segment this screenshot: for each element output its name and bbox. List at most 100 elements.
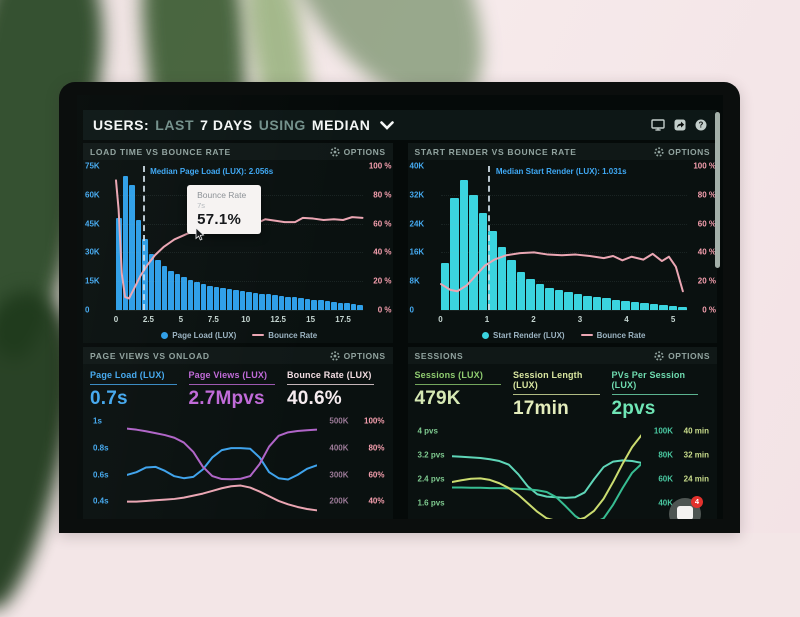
- plot-area: Median Page Load (LUX): 2.056s Bounce Ra…: [116, 166, 363, 311]
- legend-line-swatch: [581, 334, 593, 336]
- legend-item-bounce-rate[interactable]: Bounce Rate: [581, 331, 646, 340]
- metric-underline: [415, 384, 502, 385]
- scrollbar-thumb[interactable]: [715, 112, 720, 268]
- header-using-label: USING: [259, 117, 306, 133]
- median-line: [488, 166, 490, 310]
- gridline: [441, 281, 688, 282]
- metric-label: Session Length (LUX): [513, 370, 600, 390]
- y-axis-label-left: 0.8s: [93, 443, 109, 452]
- monitor-icon[interactable]: [651, 119, 665, 131]
- chevron-down-icon: [380, 121, 394, 130]
- metric-underline: [513, 394, 600, 395]
- metric-underline: [612, 394, 699, 395]
- y-axis-label-left: 0.4s: [93, 497, 109, 506]
- gear-icon: [330, 351, 340, 361]
- legend-item-start-render[interactable]: Start Render (LUX): [482, 331, 565, 340]
- metric-page-views[interactable]: Page Views (LUX) 2.7Mpvs: [189, 370, 288, 410]
- y-axis-label-right: 20 %: [689, 277, 716, 286]
- legend-item-bounce-rate[interactable]: Bounce Rate: [252, 331, 317, 340]
- metric-page-load[interactable]: Page Load (LUX) 0.7s: [90, 370, 189, 410]
- metric-label: Page Load (LUX): [90, 370, 177, 380]
- y-axis-label-left: 24K: [410, 219, 437, 228]
- x-axis-tick-label: 5: [671, 315, 675, 324]
- tooltip-subtitle: 7s: [197, 201, 251, 210]
- options-button[interactable]: OPTIONS: [654, 351, 710, 361]
- y-axis-label-right: 40 %: [689, 248, 716, 257]
- panel-title: PAGE VIEWS VS ONLOAD: [90, 351, 210, 361]
- legend-label: Bounce Rate: [268, 331, 317, 340]
- metric-value: 40.6%: [287, 388, 374, 410]
- metric-value: 17min: [513, 398, 600, 420]
- metrics-row: Sessions (LUX) 479K Session Length (LUX)…: [408, 364, 718, 423]
- legend: Page Load (LUX) Bounce Rate: [116, 329, 363, 341]
- gridline: [441, 195, 688, 196]
- y-axis-label-right: 20 %: [365, 277, 392, 286]
- y-axis-label-left: 16K: [410, 248, 437, 257]
- y-axis-label-right: 80 %: [365, 190, 392, 199]
- x-axis-tick-label: 4: [624, 315, 628, 324]
- panel-header: PAGE VIEWS VS ONLOAD OPTIONS: [83, 347, 393, 364]
- y-axis-label-left: 1.6 pvs: [418, 499, 445, 508]
- metric-sessions[interactable]: Sessions (LUX) 479K: [415, 370, 514, 420]
- metric-value: 2.7Mpvs: [189, 388, 276, 410]
- panel-header: START RENDER VS BOUNCE RATE OPTIONS: [408, 143, 718, 160]
- help-icon[interactable]: ?: [695, 119, 707, 131]
- legend-item-page-load[interactable]: Page Load (LUX): [161, 331, 236, 340]
- y-axis-label-left: 0.6s: [93, 470, 109, 479]
- options-label: OPTIONS: [344, 351, 386, 361]
- metric-session-length[interactable]: Session Length (LUX) 17min: [513, 370, 612, 420]
- options-button[interactable]: OPTIONS: [330, 147, 386, 157]
- header-users-label: USERS:: [93, 117, 149, 133]
- x-axis-tick-label: 10: [241, 315, 250, 324]
- gear-icon: [330, 147, 340, 157]
- users-period-dropdown[interactable]: USERS: LAST 7 DAYS USING MEDIAN: [93, 117, 394, 133]
- y-axis-label-right: 100 %: [689, 162, 716, 171]
- svg-text:?: ?: [699, 121, 704, 130]
- plot-area: [127, 416, 317, 519]
- panel-title: SESSIONS: [415, 351, 464, 361]
- y-axis-label-left: 60K: [85, 190, 112, 199]
- legend-line-swatch: [252, 334, 264, 336]
- line-chart: [127, 416, 317, 519]
- y-axis-label-left: 0: [410, 306, 437, 315]
- panel-title: LOAD TIME VS BOUNCE RATE: [90, 147, 231, 157]
- panel-title: START RENDER VS BOUNCE RATE: [415, 147, 577, 157]
- bounce-rate-line: [441, 166, 688, 310]
- laptop: USERS: LAST 7 DAYS USING MEDIAN ?: [59, 82, 740, 533]
- y-axis-label-right: 80 %: [689, 190, 716, 199]
- chat-widget-button[interactable]: 4: [669, 498, 701, 519]
- median-annotation: Median Start Render (LUX): 1.031s: [496, 167, 627, 176]
- gridline: [116, 252, 363, 253]
- tooltip: Bounce Rate 7s 57.1%: [187, 185, 261, 234]
- metric-underline: [189, 384, 276, 385]
- options-button[interactable]: OPTIONS: [330, 351, 386, 361]
- panel-page-views-vs-onload: PAGE VIEWS VS ONLOAD OPTIONS Page Load (…: [83, 347, 393, 519]
- metric-label: PVs Per Session (LUX): [612, 370, 699, 390]
- x-axis-tick-label: 0: [438, 315, 442, 324]
- y-axis-label-left: 32K: [410, 190, 437, 199]
- gridline: [441, 224, 688, 225]
- metric-label: Bounce Rate (LUX): [287, 370, 374, 380]
- options-button[interactable]: OPTIONS: [654, 147, 710, 157]
- gridline: [116, 281, 363, 282]
- legend: Start Render (LUX) Bounce Rate: [441, 329, 688, 341]
- panel-header: LOAD TIME VS BOUNCE RATE OPTIONS: [83, 143, 393, 160]
- legend-dot: [482, 332, 489, 339]
- y-axis-label-left: 30K: [85, 248, 112, 257]
- series-line: [127, 448, 317, 479]
- metric-pvs-per-session[interactable]: PVs Per Session (LUX) 2pvs: [612, 370, 711, 420]
- x-axis-tick-label: 2: [531, 315, 535, 324]
- y-axis-label-right: 40 %: [365, 248, 392, 257]
- tooltip-title: Bounce Rate: [197, 190, 251, 200]
- y-axis-label-left: 40K: [410, 162, 437, 171]
- share-icon[interactable]: [674, 119, 686, 131]
- metric-label: Sessions (LUX): [415, 370, 502, 380]
- metric-bounce-rate[interactable]: Bounce Rate (LUX) 40.6%: [287, 370, 386, 410]
